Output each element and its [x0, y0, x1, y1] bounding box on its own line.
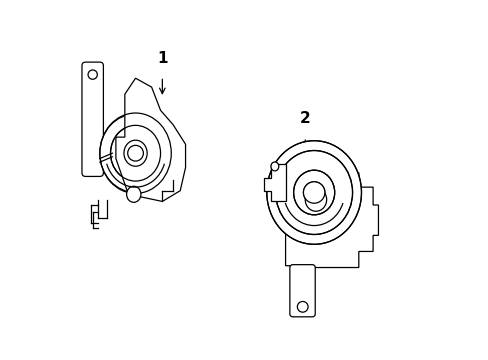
FancyBboxPatch shape — [82, 62, 103, 176]
Ellipse shape — [100, 114, 171, 193]
Circle shape — [303, 182, 324, 203]
Circle shape — [303, 182, 324, 203]
Ellipse shape — [123, 140, 147, 166]
Ellipse shape — [270, 162, 278, 171]
Circle shape — [297, 301, 307, 312]
FancyBboxPatch shape — [289, 265, 315, 317]
Ellipse shape — [266, 141, 361, 244]
Text: 1: 1 — [157, 51, 167, 66]
Polygon shape — [264, 164, 285, 202]
Circle shape — [127, 145, 143, 161]
Polygon shape — [285, 164, 378, 267]
Circle shape — [88, 70, 97, 79]
Ellipse shape — [293, 170, 334, 215]
Polygon shape — [116, 78, 185, 202]
Ellipse shape — [275, 150, 352, 234]
Ellipse shape — [305, 188, 326, 211]
Circle shape — [127, 145, 143, 161]
Ellipse shape — [126, 186, 141, 202]
Text: 2: 2 — [299, 111, 310, 126]
Ellipse shape — [110, 126, 160, 181]
